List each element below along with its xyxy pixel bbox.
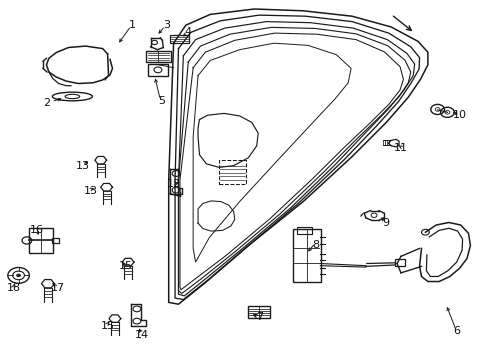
Text: 13: 13 <box>76 161 90 171</box>
Text: 2: 2 <box>43 98 50 108</box>
Text: 8: 8 <box>311 240 318 250</box>
Text: 7: 7 <box>255 312 262 322</box>
Text: 15: 15 <box>119 261 133 271</box>
Text: 18: 18 <box>7 283 20 293</box>
Text: 15: 15 <box>101 321 114 331</box>
Text: 5: 5 <box>158 96 164 106</box>
Text: 3: 3 <box>163 20 169 30</box>
Text: 10: 10 <box>452 110 466 120</box>
Text: 14: 14 <box>135 330 148 340</box>
Text: 11: 11 <box>393 143 407 153</box>
Text: 12: 12 <box>166 179 180 189</box>
Text: 17: 17 <box>51 283 64 293</box>
Text: 6: 6 <box>453 326 460 336</box>
Text: 9: 9 <box>382 218 389 228</box>
Text: 13: 13 <box>83 186 97 196</box>
Text: 16: 16 <box>30 225 43 235</box>
Text: 4: 4 <box>184 27 191 37</box>
Circle shape <box>17 274 20 277</box>
Text: 1: 1 <box>128 20 135 30</box>
